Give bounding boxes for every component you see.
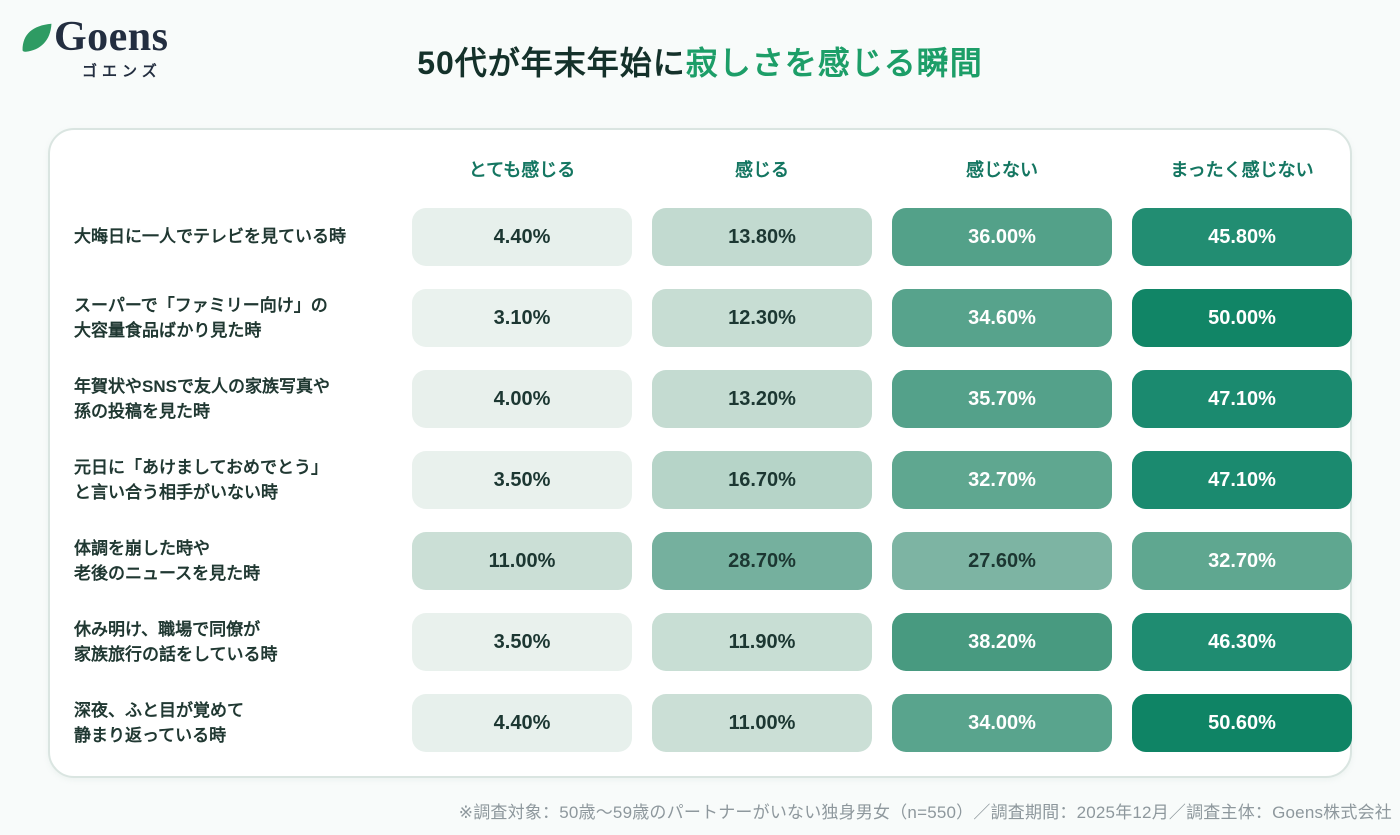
page-title: 50代が年末年始に寂しさを感じる瞬間 [0,38,1400,84]
value-cell: 32.70% [892,451,1112,509]
value-cell: 13.80% [652,208,872,266]
value-cell: 3.50% [412,613,632,671]
value-cell: 16.70% [652,451,872,509]
value-cell: 11.00% [412,532,632,590]
column-headers: とても感じる 感じる 感じない まったく感じない [72,156,1350,180]
value-cell: 3.50% [412,451,632,509]
value-cell: 47.10% [1132,451,1352,509]
row-label: 体調を崩した時や 老後のニュースを見た時 [74,538,261,584]
value-cell: 45.80% [1132,208,1352,266]
row-label: 年賀状やSNSで友人の家族写真や 孫の投稿を見た時 [74,376,330,422]
value-cell: 46.30% [1132,613,1352,671]
row-label: スーパーで「ファミリー向け」の 大容量食品ばかり見た時 [74,295,328,341]
logo-subtitle: ゴエンズ [82,63,162,80]
column-header-dont-feel: 感じない [966,160,1038,180]
row-label: 元日に「あけましておめでとう」 と言い合う相手がいない時 [74,457,328,503]
logo-text: Goens [54,14,169,60]
value-cell: 36.00% [892,208,1112,266]
value-cell: 50.60% [1132,694,1352,752]
value-cell: 35.70% [892,370,1112,428]
value-cell: 47.10% [1132,370,1352,428]
row-label: 休み明け、職場で同僚が 家族旅行の話をしている時 [74,619,278,665]
value-cell: 38.20% [892,613,1112,671]
value-cell: 13.20% [652,370,872,428]
value-cell: 11.90% [652,613,872,671]
column-header-not-at-all: まったく感じない [1170,160,1314,180]
page-title-dark: 50代が年末年始に [417,45,686,81]
column-header-feel: 感じる [735,160,789,180]
value-cell: 28.70% [652,532,872,590]
value-cell: 34.60% [892,289,1112,347]
chart-card: とても感じる 感じる 感じない まったく感じない 大晦日に一人でテレビを見ている… [48,128,1352,778]
value-cell: 50.00% [1132,289,1352,347]
value-cell: 4.00% [412,370,632,428]
logo: Goens ゴエンズ [20,16,220,81]
value-cell: 12.30% [652,289,872,347]
table-rows: 大晦日に一人でテレビを見ている時 4.40% 13.80% 36.00% 45.80% ス… [72,208,1352,752]
value-cell: 27.60% [892,532,1112,590]
value-cell: 3.10% [412,289,632,347]
column-header-very-much: とても感じる [468,160,576,180]
value-cell: 4.40% [412,694,632,752]
leaf-icon [22,23,52,52]
value-cell: 34.00% [892,694,1112,752]
page-title-green: 寂しさを感じる瞬間 [685,45,983,81]
value-cell: 4.40% [412,208,632,266]
value-cell: 32.70% [1132,532,1352,590]
row-label: 大晦日に一人でテレビを見ている時 [74,227,346,247]
survey-footnote: ※調査対象：50歳〜59歳のパートナーがいない独身男女（n=550）／調査期間：… [458,803,1392,822]
value-cell: 11.00% [652,694,872,752]
row-label: 深夜、ふと目が覚めて 静まり返っている時 [74,700,244,746]
